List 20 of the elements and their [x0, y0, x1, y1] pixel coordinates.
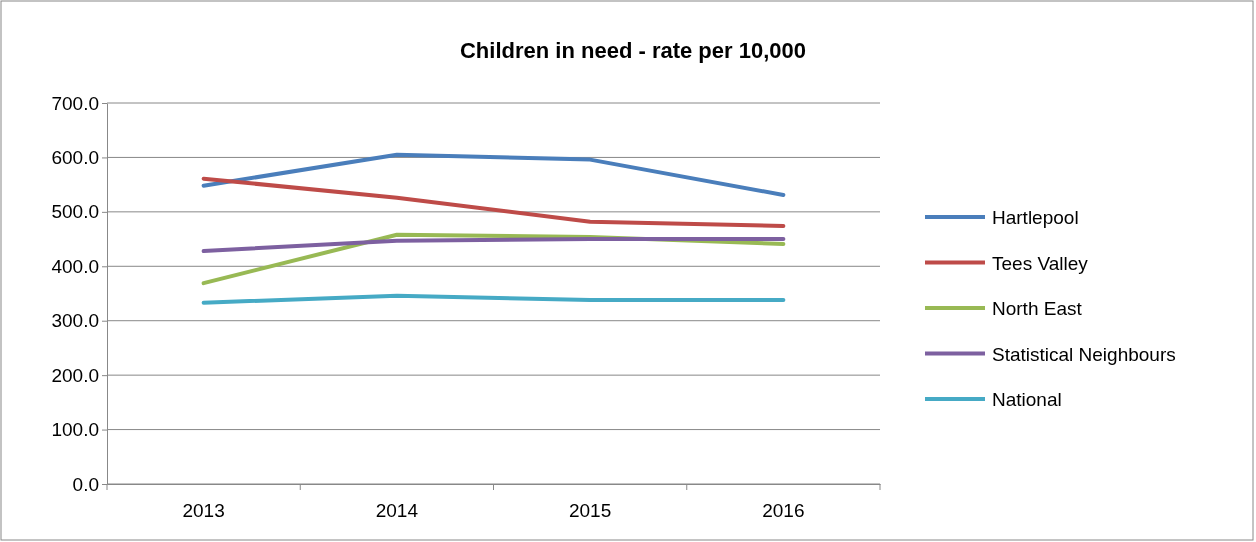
legend-label: Hartlepool — [992, 207, 1079, 228]
chart-title: Children in need - rate per 10,000 — [459, 38, 807, 63]
y-tick-label: 400.0 — [51, 255, 99, 277]
legend-label: Tees Valley — [992, 252, 1089, 274]
legend-label: North East — [992, 298, 1083, 319]
legend-label: National — [992, 389, 1062, 410]
y-tick-label: 500.0 — [51, 201, 99, 223]
y-tick-label: 700.0 — [51, 92, 99, 114]
line-series — [201, 176, 786, 229]
y-tick-label: 600.0 — [51, 147, 99, 169]
x-tick-label: 2013 — [182, 500, 225, 522]
x-tick-label: 2016 — [762, 500, 805, 522]
x-tick-label: 2015 — [568, 500, 612, 522]
legend-label: Statistical Neighbours — [992, 343, 1176, 365]
y-tick-label: 0.0 — [72, 473, 99, 495]
y-tick-label: 100.0 — [51, 419, 99, 441]
x-tick-label: 2014 — [375, 500, 419, 522]
y-tick-label: 200.0 — [51, 364, 99, 386]
line-series — [201, 152, 786, 197]
y-tick-label: 300.0 — [51, 310, 99, 332]
